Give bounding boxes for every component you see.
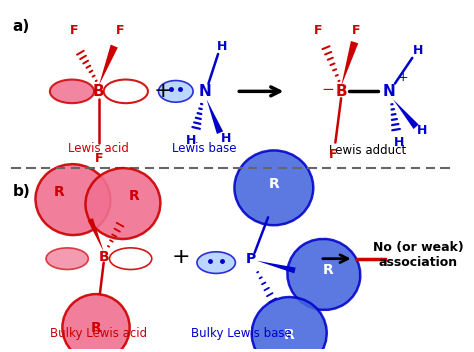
Text: +: +	[397, 71, 408, 84]
Text: R: R	[129, 189, 140, 203]
Text: H: H	[217, 39, 227, 52]
Text: Lewis adduct: Lewis adduct	[329, 144, 407, 157]
Text: R: R	[268, 177, 279, 191]
Text: Bulky Lewis base: Bulky Lewis base	[191, 327, 292, 340]
Text: B: B	[335, 84, 347, 99]
Ellipse shape	[158, 81, 193, 102]
Text: +: +	[171, 247, 190, 267]
Ellipse shape	[109, 248, 152, 270]
Text: R: R	[284, 328, 295, 342]
Ellipse shape	[46, 248, 88, 270]
Polygon shape	[256, 260, 296, 274]
Text: +: +	[154, 81, 173, 101]
Text: b): b)	[12, 184, 30, 199]
Ellipse shape	[63, 294, 130, 352]
Polygon shape	[393, 99, 419, 129]
Text: Bulky Lewis acid: Bulky Lewis acid	[50, 327, 147, 340]
Text: P: P	[246, 252, 256, 266]
Ellipse shape	[197, 252, 236, 274]
Polygon shape	[341, 41, 358, 87]
Text: a): a)	[12, 19, 30, 33]
Text: H: H	[220, 132, 231, 145]
Text: R: R	[91, 321, 101, 334]
Text: N: N	[383, 84, 396, 99]
Text: H: H	[186, 134, 196, 147]
Text: F: F	[116, 24, 124, 37]
Text: R: R	[54, 185, 65, 199]
Text: B: B	[99, 250, 109, 264]
Ellipse shape	[85, 168, 160, 239]
Text: H: H	[413, 44, 423, 57]
Text: F: F	[95, 152, 103, 165]
Text: B: B	[93, 84, 105, 99]
Text: R: R	[322, 264, 333, 277]
Text: F: F	[70, 24, 78, 37]
Text: F: F	[314, 24, 322, 37]
Text: No (or weak)
association: No (or weak) association	[373, 241, 464, 269]
Polygon shape	[207, 99, 223, 134]
Text: F: F	[329, 148, 337, 161]
Polygon shape	[99, 45, 118, 86]
Text: −: −	[321, 82, 334, 97]
Ellipse shape	[36, 164, 110, 235]
Text: Lewis acid: Lewis acid	[68, 142, 129, 155]
Ellipse shape	[104, 80, 148, 103]
Text: N: N	[198, 84, 211, 99]
Text: Lewis base: Lewis base	[173, 142, 237, 155]
Ellipse shape	[235, 150, 313, 225]
Text: H: H	[393, 136, 404, 149]
Text: F: F	[352, 24, 361, 37]
Ellipse shape	[287, 239, 360, 310]
Polygon shape	[88, 218, 104, 252]
Ellipse shape	[252, 297, 327, 352]
Ellipse shape	[50, 80, 94, 103]
Text: H: H	[417, 124, 427, 137]
